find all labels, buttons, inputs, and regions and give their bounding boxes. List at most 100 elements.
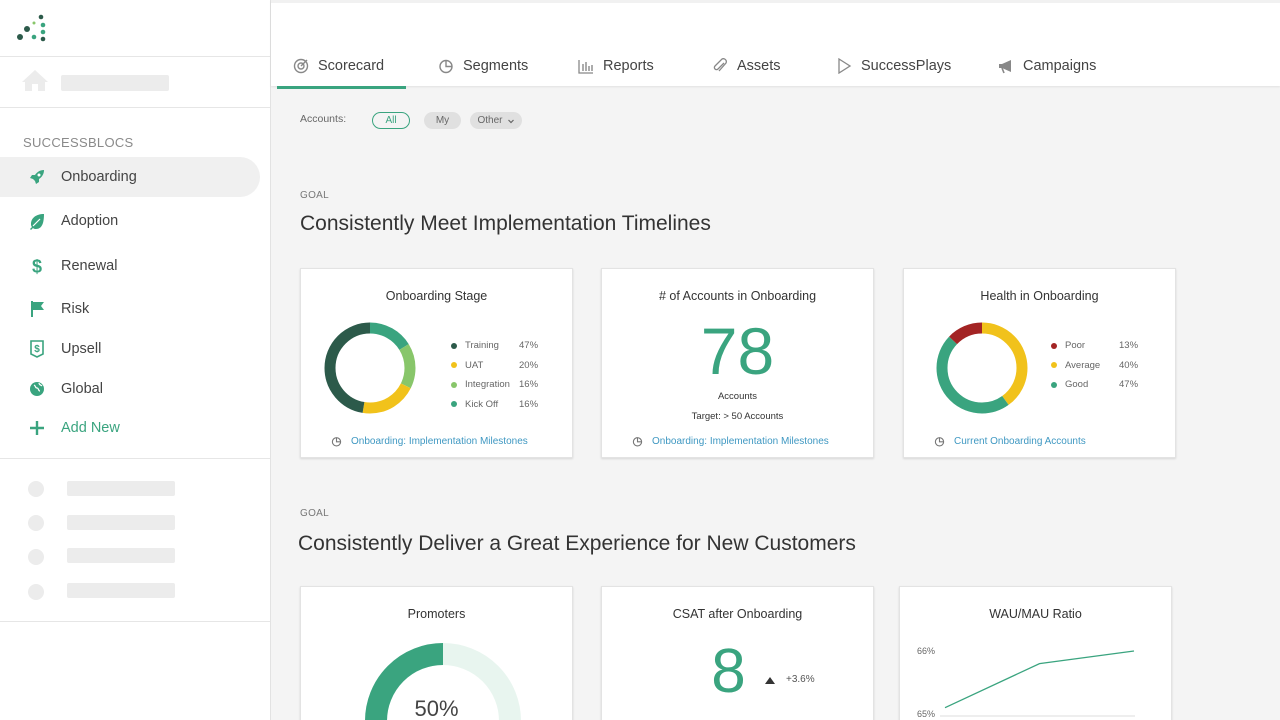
tab-successplays[interactable]: SuccessPlays <box>836 49 951 89</box>
kpi-change: +3.6% <box>786 674 815 685</box>
sidebar-item-renewal[interactable]: $ Renewal <box>0 246 260 286</box>
legend-item: Good 47% <box>1051 375 1138 395</box>
card-title: WAU/MAU Ratio <box>989 607 1082 621</box>
chevron-down-icon <box>507 119 514 123</box>
health-donut <box>936 322 1028 414</box>
donut-slice-good[interactable] <box>936 322 1028 414</box>
card-title: CSAT after Onboarding <box>672 607 803 621</box>
tab-campaigns[interactable]: Campaigns <box>998 49 1096 89</box>
rocket-icon <box>30 170 44 184</box>
chart-legend: Training 47% UAT 20% Integration 16% Kick O… <box>451 336 538 414</box>
y-tick-label: 66% <box>917 646 936 656</box>
filter-my-pill[interactable]: My <box>424 112 461 129</box>
legend-item: UAT 20% <box>451 356 538 376</box>
sidebar-item-label: Onboarding <box>61 169 137 185</box>
onboarding-stage-card: Onboarding Stage Training 47% UAT 20% Inte… <box>300 268 573 458</box>
gauge-value: 50% <box>414 696 459 720</box>
placeholder-dot <box>28 584 44 600</box>
accounts-in-onboarding-card: # of Accounts in Onboarding 78 Accounts … <box>601 268 874 458</box>
sidebar-item-global[interactable]: Global <box>0 369 260 409</box>
globe-icon <box>30 382 44 396</box>
dollar-icon: $ <box>32 257 42 275</box>
sidebar-item-risk[interactable]: Risk <box>0 289 260 329</box>
kpi-target: Target: > 50 Accounts <box>691 411 784 422</box>
series-line <box>944 650 1135 709</box>
bar-chart-icon <box>578 60 593 74</box>
donut-slice-poor[interactable] <box>936 322 1028 414</box>
placeholder-dot <box>28 481 44 497</box>
sidebar-item-label: Adoption <box>61 213 119 229</box>
goal-label: GOAL <box>300 508 329 519</box>
tab-label: Reports <box>603 58 654 74</box>
card-title: Health in Onboarding <box>980 289 1099 303</box>
tab-assets[interactable]: Assets <box>712 49 781 89</box>
donut-slice-training[interactable] <box>324 322 416 414</box>
donut-segments <box>936 322 1028 414</box>
donut-slice-uat[interactable] <box>324 322 416 414</box>
filter-other-dropdown[interactable]: Other <box>470 112 522 129</box>
tab-label: Segments <box>463 58 529 74</box>
kpi-value: 78 <box>700 314 775 388</box>
legend-item: Training 47% <box>451 336 538 356</box>
health-in-onboarding-card: Health in Onboarding Poor 13% Average 40% … <box>903 268 1176 458</box>
tab-scorecard[interactable]: Scorecard <box>276 49 407 89</box>
money-tag-icon: $ <box>30 340 44 358</box>
sidebar-item-label: Risk <box>61 301 90 317</box>
pie-icon <box>934 437 945 447</box>
tab-reports[interactable]: Reports <box>578 49 654 89</box>
report-link-label: Onboarding: Implementation Milestones <box>652 436 829 447</box>
goal-title: Consistently Meet Implementation Timelin… <box>300 212 711 235</box>
tab-label: Assets <box>737 58 781 74</box>
legend-item: Poor 13% <box>1051 336 1138 356</box>
sidebar-item-label: Global <box>61 381 103 397</box>
section-title: SUCCESSBLOCS <box>23 135 134 150</box>
placeholder-bar <box>67 583 175 598</box>
app-logo-icon[interactable] <box>16 14 48 46</box>
add-new-button[interactable]: Add New <box>0 408 260 448</box>
tab-segments[interactable]: Segments <box>438 49 528 89</box>
accounts-filter-label: Accounts: <box>300 113 347 125</box>
leaf-icon <box>30 214 44 230</box>
wau-mau-card: WAU/MAU Ratio 66% 65% <box>899 586 1172 720</box>
legend-item: Integration 16% <box>451 375 538 395</box>
add-new-label: Add New <box>61 420 120 436</box>
donut-slice-integration[interactable] <box>324 322 416 414</box>
kpi-value: 8 <box>711 637 746 706</box>
sidebar-item-upsell[interactable]: $ Upsell <box>0 329 260 369</box>
report-link[interactable]: Onboarding: Implementation Milestones <box>331 436 528 447</box>
goal-title: Consistently Deliver a Great Experience … <box>298 532 856 555</box>
card-title: Onboarding Stage <box>385 289 488 303</box>
tab-label: Scorecard <box>318 58 385 74</box>
chart-legend: Poor 13% Average 40% Good 47% <box>1051 336 1138 395</box>
placeholder-dot <box>28 515 44 531</box>
svg-text:$: $ <box>34 344 40 355</box>
filter-all-pill[interactable]: All <box>372 112 410 129</box>
tab-label: SuccessPlays <box>861 58 952 74</box>
csat-card: CSAT after Onboarding 8 +3.6% <box>601 586 874 720</box>
onboarding-stage-donut <box>324 322 416 414</box>
placeholder-bar <box>67 548 175 563</box>
card-title: # of Accounts in Onboarding <box>658 289 817 303</box>
legend-item: Kick Off 16% <box>451 395 538 415</box>
megaphone-icon <box>999 60 1011 74</box>
pie-icon <box>632 437 643 447</box>
legend-item: Average 40% <box>1051 356 1138 376</box>
y-tick-label: 65% <box>917 709 936 719</box>
sidebar-item-label: Upsell <box>61 341 102 357</box>
sidebar-item-adoption[interactable]: Adoption <box>0 201 260 241</box>
wau-mau-line-chart <box>940 650 1135 717</box>
promoters-card: Promoters 50% <box>300 586 573 720</box>
home-icon[interactable] <box>20 68 50 92</box>
report-link[interactable]: Current Onboarding Accounts <box>934 436 1086 447</box>
filter-other-label: Other <box>477 115 503 126</box>
svg-text:$: $ <box>32 257 42 275</box>
sidebar-item-onboarding[interactable]: Onboarding <box>0 157 260 197</box>
pie-icon <box>331 437 342 447</box>
placeholder-bar <box>61 75 169 91</box>
paperclip-icon <box>713 58 727 72</box>
gauge-fill <box>365 643 444 720</box>
pie-icon <box>439 59 453 74</box>
donut-segments <box>324 322 416 414</box>
report-link[interactable]: Onboarding: Implementation Milestones <box>632 436 829 447</box>
goal-label: GOAL <box>300 190 329 201</box>
